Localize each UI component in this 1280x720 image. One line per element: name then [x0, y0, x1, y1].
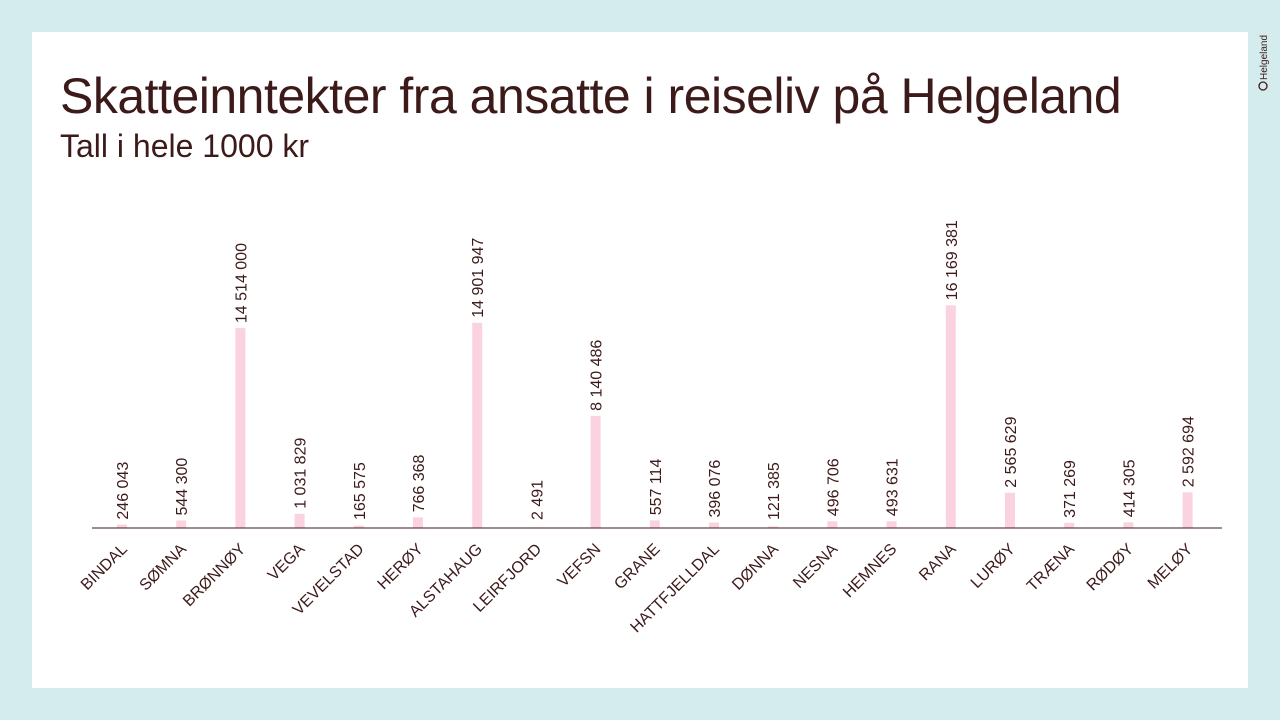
value-label: 8 140 486: [589, 340, 606, 411]
bar-brønnøy: [235, 328, 246, 528]
category-label: VEGA: [265, 541, 309, 585]
category-label: BRØNNØY: [180, 541, 249, 610]
category-label: RØDØY: [1084, 541, 1138, 595]
bar-dønna: [768, 526, 779, 528]
value-label: 544 300: [174, 458, 191, 516]
value-label: 414 305: [1121, 459, 1138, 517]
category-label: MELØY: [1145, 541, 1197, 593]
value-label: 1 031 829: [293, 438, 310, 509]
value-label: 165 575: [352, 462, 369, 520]
logo-text: Helgeland: [1259, 35, 1270, 80]
bar-alstahaug: [472, 322, 483, 528]
bar-herøy: [413, 517, 423, 528]
chart-card: Skatteinntekter fra ansatte i reiseliv p…: [32, 32, 1248, 688]
category-label: SØMNA: [137, 541, 191, 595]
bar-vefsn: [590, 415, 601, 528]
bar-rana: [945, 305, 956, 528]
bar-meløy: [1182, 492, 1193, 528]
value-label: 493 631: [885, 458, 902, 516]
value-label: 14 901 947: [470, 238, 487, 318]
bar-vevelstad: [353, 525, 364, 528]
value-label: 16 169 381: [944, 220, 961, 300]
bar-rødøy: [1123, 522, 1134, 528]
bar-vega: [294, 513, 305, 528]
value-label: 396 076: [707, 460, 724, 518]
value-label: 14 514 000: [233, 243, 250, 323]
bar-træna: [1064, 522, 1075, 528]
bar-nesna: [827, 521, 838, 528]
category-label: TRÆNA: [1024, 541, 1078, 595]
value-label: 121 385: [766, 462, 783, 520]
bar-sømna: [176, 520, 187, 528]
value-label: 2 565 629: [1003, 416, 1020, 487]
bars-group: [117, 305, 1193, 528]
category-label: RANA: [916, 541, 960, 585]
category-label: VEFSN: [555, 541, 605, 591]
value-label: 2 592 694: [1181, 416, 1198, 487]
value-label: 766 368: [411, 454, 428, 512]
category-label: LURØY: [968, 541, 1019, 592]
helgeland-logo: Helgeland: [1258, 35, 1270, 91]
category-label: GRANE: [611, 541, 663, 593]
value-label: 557 114: [648, 459, 665, 516]
value-label: 371 269: [1062, 460, 1079, 518]
value-labels-group: 246 043 544 300 14 514 000 1 031 829 165 575…: [115, 220, 1198, 520]
value-label: 246 043: [115, 462, 132, 520]
bar-bindal: [117, 524, 127, 528]
bar-hemnes: [886, 521, 897, 528]
chart-subtitle: Tall i hele 1000 kr: [60, 128, 310, 164]
value-label: 2 491: [529, 480, 546, 520]
category-label: NESNA: [790, 541, 841, 592]
bar-hattfjelldal: [709, 522, 719, 528]
bar-lurøy: [1005, 492, 1015, 528]
category-label: HEMNES: [840, 541, 900, 601]
bar-grane: [649, 520, 660, 528]
value-label: 496 706: [825, 458, 842, 516]
category-label: BINDAL: [78, 541, 131, 594]
chart-title: Skatteinntekter fra ansatte i reiseliv p…: [60, 68, 1122, 124]
category-label: DØNNA: [729, 541, 782, 594]
category-label: HERØY: [375, 541, 427, 593]
